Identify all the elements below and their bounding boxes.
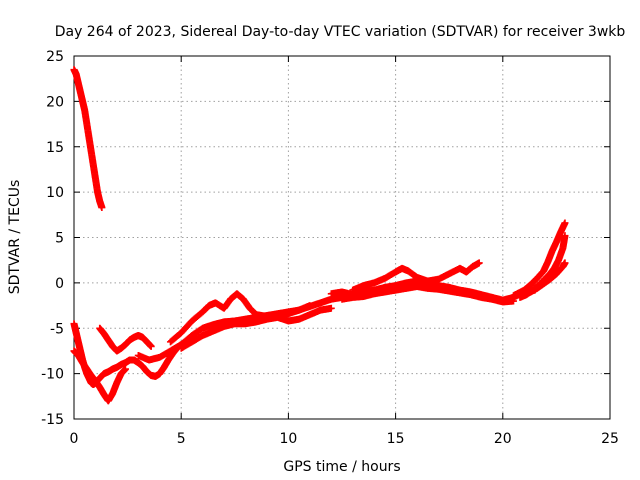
- x-tick-label: 25: [601, 431, 619, 447]
- x-axis-label: GPS time / hours: [283, 459, 400, 475]
- x-tick-labels: 0 5 10 15 20 25: [70, 431, 619, 447]
- x-tick-label: 10: [279, 431, 297, 447]
- data-point: [147, 342, 155, 350]
- y-tick-label: -5: [50, 321, 64, 337]
- x-tick-label: 20: [494, 431, 512, 447]
- y-tick-labels: -15 -10 -5 0 5 10 15 20 25: [41, 49, 64, 428]
- data-point: [121, 365, 129, 373]
- data-point: [98, 204, 106, 212]
- data-point: [561, 232, 569, 240]
- y-tick-label: 25: [46, 49, 64, 65]
- y-tick-label: 10: [46, 185, 64, 201]
- y-tick-label: -15: [41, 412, 64, 428]
- data-point: [475, 259, 483, 267]
- data-point: [561, 259, 569, 267]
- x-tick-label: 5: [177, 431, 186, 447]
- y-tick-label: 20: [46, 94, 64, 110]
- data-point: [306, 302, 314, 310]
- grid: [74, 56, 610, 419]
- data-point: [327, 304, 335, 312]
- plot-frame: [73, 55, 611, 420]
- data-points: [70, 66, 569, 405]
- y-axis-label: SDTVAR / TECUs: [7, 180, 23, 295]
- y-tick-label: 0: [55, 276, 64, 292]
- data-point: [561, 219, 569, 227]
- y-tick-label: 5: [55, 231, 64, 247]
- x-tick-label: 0: [70, 431, 79, 447]
- chart-title: Day 264 of 2023, Sidereal Day-to-day VTE…: [55, 24, 626, 40]
- y-tick-label: 15: [46, 140, 64, 156]
- x-tick-label: 15: [387, 431, 405, 447]
- y-tick-label: -10: [41, 367, 64, 383]
